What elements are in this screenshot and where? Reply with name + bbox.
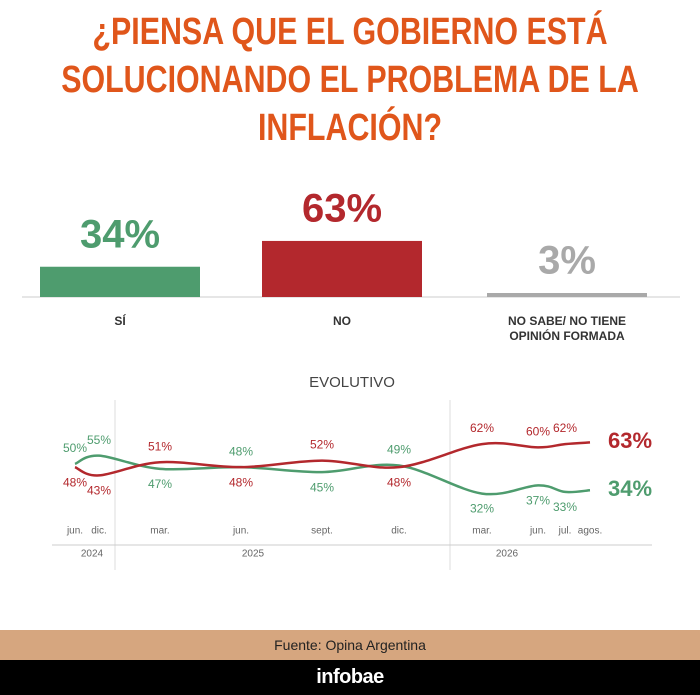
value-label: 3% <box>538 239 596 283</box>
value-label: 63% <box>302 186 382 230</box>
year-label: 2024 <box>81 549 104 560</box>
value-label: 62% <box>553 421 577 435</box>
x-tick-label: mar. <box>150 526 169 537</box>
x-tick-label: jun. <box>529 526 546 537</box>
x-tick-label: jun. <box>232 526 249 537</box>
value-label: 55% <box>87 433 111 447</box>
bar <box>40 266 200 297</box>
x-tick-label: agos. <box>578 526 602 537</box>
year-label: 2025 <box>242 549 265 560</box>
value-label: 37% <box>526 493 550 507</box>
value-label: 33% <box>553 500 577 514</box>
value-label: 43% <box>87 484 111 498</box>
value-label: 34% <box>80 212 160 256</box>
value-label: 52% <box>310 438 334 452</box>
value-label: 48% <box>63 475 87 489</box>
x-tick-label: jun. <box>66 526 83 537</box>
value-label: 62% <box>470 421 494 435</box>
chart-title: ¿PIENSA QUE EL GOBIERNO ESTÁ SOLUCIONAND… <box>61 11 639 149</box>
end-label: 63% <box>608 428 652 453</box>
x-tick-label: dic. <box>91 526 107 537</box>
x-tick-label: sept. <box>311 526 333 537</box>
x-tick-label: dic. <box>391 526 407 537</box>
section-title: EVOLUTIVO <box>309 374 395 391</box>
value-label: 50% <box>63 441 87 455</box>
line <box>74 441 591 477</box>
bar <box>262 240 422 297</box>
category-label: SÍ <box>114 314 126 328</box>
source: Fuente: Opina Argentina <box>0 630 700 660</box>
end-label: 34% <box>608 476 652 501</box>
x-tick-label: mar. <box>472 526 491 537</box>
value-label: 60% <box>526 425 550 439</box>
brand: infobae <box>0 660 700 695</box>
value-label: 32% <box>470 502 494 516</box>
value-label: 47% <box>148 477 172 491</box>
category-label: NO SABE/ NO TIENE OPINIÓN FORMADA <box>507 314 626 343</box>
value-label: 45% <box>310 480 334 494</box>
value-label: 49% <box>387 443 411 457</box>
value-label: 48% <box>229 444 253 458</box>
x-tick-label: jul. <box>558 526 572 537</box>
value-label: 48% <box>229 475 253 489</box>
line <box>74 454 591 496</box>
chart: EVOLUTIVO 34% 63% 3% jun. dic. mar. jun. sept. d… <box>22 186 680 570</box>
category-label: NO <box>333 314 351 328</box>
bar <box>487 293 647 297</box>
value-label: 51% <box>148 439 172 453</box>
value-label: 48% <box>387 475 411 489</box>
year-label: 2026 <box>496 549 519 560</box>
